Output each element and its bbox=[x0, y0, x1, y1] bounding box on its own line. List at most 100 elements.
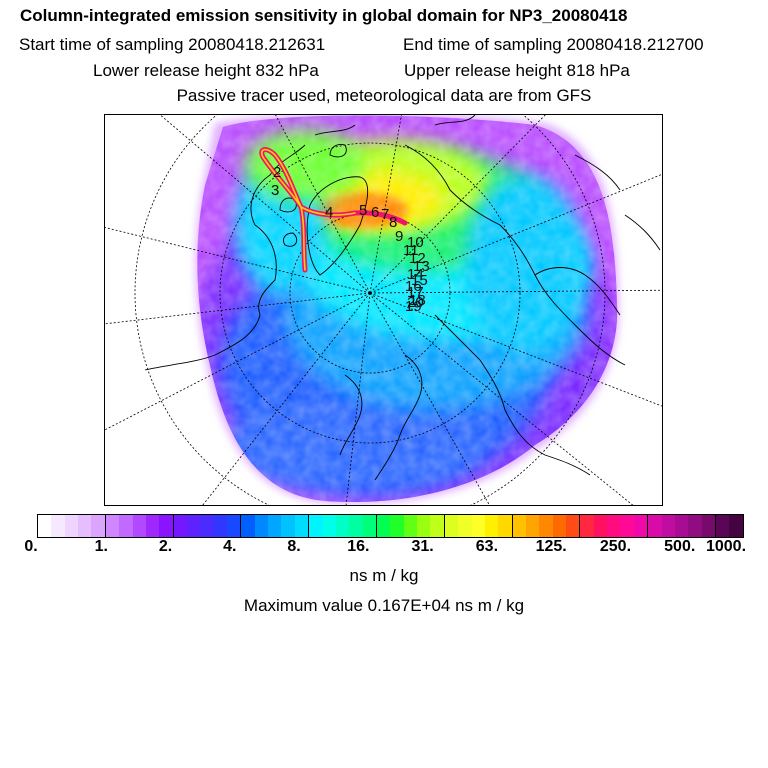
colorbar-swatch bbox=[200, 515, 214, 537]
meridian bbox=[369, 289, 662, 294]
colorbar-swatch bbox=[498, 515, 513, 537]
latitude-circle-60 bbox=[134, 115, 606, 505]
colorbar-swatch bbox=[227, 515, 242, 537]
trajectory-label: 16 bbox=[405, 278, 422, 295]
colorbar-swatch bbox=[241, 515, 255, 537]
graticule bbox=[105, 115, 662, 505]
meridian bbox=[202, 292, 371, 505]
tracer-note: Passive tracer used, meteorological data… bbox=[176, 86, 592, 105]
colorbar-swatch bbox=[661, 515, 675, 537]
colorbar-tick-label: 31. bbox=[411, 538, 434, 555]
colorbar-swatch bbox=[145, 515, 160, 537]
trajectory-label: 8 bbox=[389, 214, 397, 231]
colorbar-swatch bbox=[159, 515, 174, 537]
colorbar-swatch bbox=[213, 515, 228, 537]
trajectory-label: 18 bbox=[409, 292, 426, 309]
colorbar-tick-label: 500. bbox=[664, 538, 696, 555]
colorbar-swatch bbox=[539, 515, 553, 537]
meridian bbox=[105, 292, 371, 431]
trajectory-label: 10 bbox=[407, 234, 424, 251]
colorbar-swatch bbox=[335, 515, 350, 537]
colorbar-tick-label: 8. bbox=[287, 538, 301, 555]
colorbar-swatch bbox=[417, 515, 431, 537]
coastline-europe bbox=[339, 354, 423, 481]
map-panel: 2 3 4 5 6 7 8 9 10 11 12 13 14 15 16 17 18 19 20 bbox=[104, 114, 663, 506]
meridian bbox=[369, 115, 402, 294]
colorbar-swatch bbox=[593, 515, 608, 537]
colorbar-swatch bbox=[173, 515, 187, 537]
trajectory-label: 12 bbox=[409, 250, 426, 267]
plot-title: Column-integrated emission sensitivity i… bbox=[20, 6, 628, 25]
end-time-label: End time of sampling 20080418.212700 bbox=[403, 35, 704, 54]
colorbar-swatch bbox=[105, 515, 120, 537]
colorbar-swatch bbox=[281, 515, 295, 537]
colorbar-swatch bbox=[78, 515, 92, 537]
colorbar-swatch bbox=[294, 515, 310, 537]
colorbar-swatch bbox=[362, 515, 377, 537]
colorbar-tick-label: 1000. bbox=[705, 538, 747, 555]
start-time-label: Start time of sampling 20080418.212631 bbox=[19, 35, 326, 54]
colorbar-swatch bbox=[309, 515, 323, 537]
colorbar-tick-label: 2. bbox=[158, 538, 173, 555]
colorbar-swatch bbox=[349, 515, 363, 537]
colorbar-swatch bbox=[268, 515, 282, 537]
colorbar-swatch bbox=[674, 515, 689, 537]
colorbar-swatch bbox=[458, 515, 472, 537]
colorbar-swatch bbox=[471, 515, 485, 537]
colorbar-tick-label: 125. bbox=[535, 538, 567, 555]
colorbar-swatch bbox=[390, 515, 404, 537]
colorbar-swatch bbox=[132, 515, 146, 537]
colorbar-swatch bbox=[186, 515, 201, 537]
colorbar-tick-label: 0. bbox=[24, 538, 38, 555]
trajectory-label: 19 bbox=[405, 298, 422, 315]
colorbar-swatch bbox=[64, 515, 79, 537]
colorbar-swatch bbox=[119, 515, 133, 537]
colorbar-swatch bbox=[322, 515, 336, 537]
upper-release-height-label: Upper release height 818 hPa bbox=[404, 61, 630, 80]
coastlines bbox=[144, 115, 661, 481]
meridian bbox=[345, 292, 371, 505]
trajectory-label: 20 bbox=[407, 294, 424, 311]
trajectory-label: 13 bbox=[413, 258, 430, 275]
trajectory-label: 7 bbox=[381, 206, 389, 223]
colorbar-swatch bbox=[430, 515, 445, 537]
trajectory-core bbox=[260, 148, 356, 271]
trajectory-label: 15 bbox=[411, 272, 428, 289]
coastline-greenland bbox=[306, 176, 369, 276]
colorbar-swatch bbox=[403, 515, 418, 537]
colorbar-swatch bbox=[525, 515, 540, 537]
colorbar-swatch bbox=[566, 515, 581, 537]
colorbar-swatch bbox=[51, 515, 65, 537]
colorbar-swatch bbox=[376, 515, 391, 537]
trajectory-label: 4 bbox=[325, 204, 333, 221]
colorbar-swatch bbox=[688, 515, 702, 537]
colorbar bbox=[37, 514, 744, 538]
colorbar-swatch bbox=[701, 515, 716, 537]
colorbar-tick-label: 16. bbox=[347, 538, 370, 555]
colorbar-swatch bbox=[633, 515, 649, 537]
trajectory-label: 9 bbox=[395, 228, 403, 245]
colorbar-tick-label: 4. bbox=[223, 538, 237, 555]
meridian bbox=[369, 292, 634, 505]
trajectory-label: 3 bbox=[271, 182, 279, 199]
meridian bbox=[369, 292, 490, 505]
colorbar-tick-label: 250. bbox=[599, 538, 632, 555]
colorbar-swatch bbox=[552, 515, 567, 537]
colorbar-swatch bbox=[484, 515, 499, 537]
trajectory-label: 2 bbox=[273, 164, 281, 181]
colorbar-swatch bbox=[607, 515, 621, 537]
colorbar-swatch bbox=[254, 515, 269, 537]
colorbar-swatch bbox=[715, 515, 730, 537]
coastline-eurasia bbox=[404, 144, 626, 366]
colorbar-swatch bbox=[620, 515, 634, 537]
colorbar-swatch bbox=[444, 515, 459, 537]
coastline-pacific bbox=[434, 115, 661, 251]
colorbar-swatch bbox=[512, 515, 526, 537]
meridian bbox=[105, 227, 371, 294]
meridian bbox=[159, 115, 371, 294]
trajectory-label: 17 bbox=[407, 284, 424, 301]
trajectory-label: 14 bbox=[407, 266, 424, 283]
colorbar-unit: ns m / kg bbox=[349, 566, 419, 585]
